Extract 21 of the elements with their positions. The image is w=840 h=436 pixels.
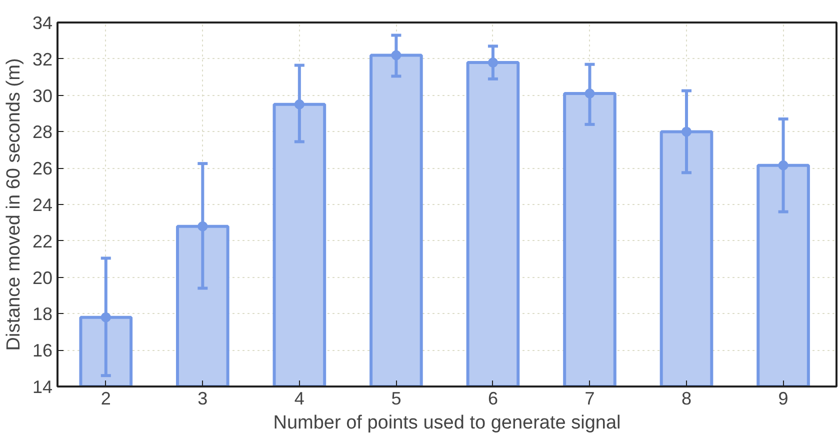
x-tick-label: 4: [294, 388, 304, 408]
y-tick-label: 24: [32, 195, 53, 215]
y-tick-label: 20: [32, 268, 53, 288]
x-tick-label: 9: [778, 388, 788, 408]
x-tick-label: 5: [391, 388, 402, 408]
y-tick-label: 32: [32, 49, 53, 70]
y-axis-title: Distance moved in 60 seconds (m): [3, 58, 24, 351]
y-tick-label: 30: [32, 86, 53, 106]
y-tick-label: 26: [32, 158, 53, 179]
y-tick-label: 28: [32, 122, 53, 142]
y-tick-label: 18: [32, 304, 53, 324]
x-tick-label: 6: [488, 388, 498, 408]
y-tick-label: 22: [32, 231, 53, 252]
y-tick-label: 14: [32, 377, 53, 397]
x-tick-label: 7: [584, 388, 595, 408]
y-tick-label: 16: [32, 340, 53, 361]
x-tick-label: 2: [100, 388, 111, 408]
y-tick-label: 34: [32, 13, 53, 33]
x-axis-title: Number of points used to generate signal: [273, 412, 621, 434]
x-tick-label: 3: [198, 388, 208, 408]
x-tick-label: 8: [682, 388, 692, 408]
